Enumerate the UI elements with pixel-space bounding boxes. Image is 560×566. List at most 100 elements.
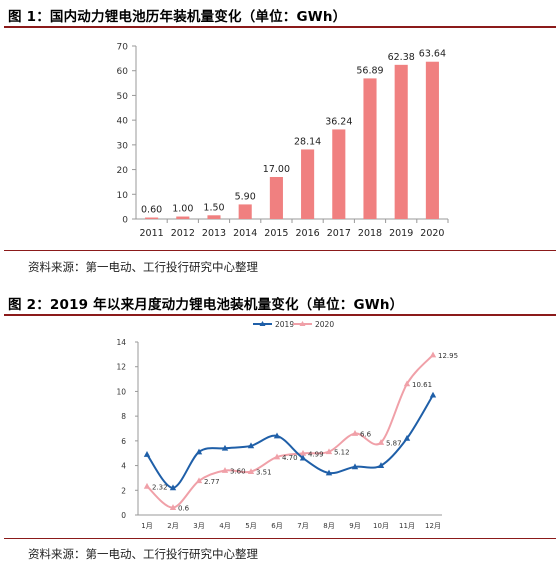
figure-1-source: 资料来源：第一电动、工行投行研究中心整理 [28, 260, 258, 274]
bar-value-label: 62.38 [388, 52, 415, 63]
x-tick-label: 2011 [140, 228, 164, 239]
series-2020-point-11 [403, 380, 411, 387]
series-2019-point-1 [143, 451, 151, 457]
y-tick-label: 70 [117, 43, 129, 53]
series-2020-point-2 [169, 504, 177, 510]
y-tick-label: 2 [121, 486, 126, 495]
series-2020-data-label: 0.6 [178, 505, 190, 513]
series-2020-point-7 [299, 449, 307, 456]
y-tick-label: 50 [117, 92, 129, 102]
x-tick-label: 2015 [264, 228, 288, 239]
bar-2014 [238, 204, 252, 219]
x-tick-label: 2017 [327, 228, 351, 239]
x-tick-label: 1月 [141, 522, 152, 530]
monthly-installed-capacity-line-chart: 2019 2020 0 2 4 6 8 10 12 14 1月 2月 3月 4月 5月 6月 7月 8月 9月 10月… [116, 320, 458, 530]
y-tick-label: 12 [116, 363, 126, 372]
x-tick-label: 2013 [202, 228, 226, 239]
y-tick-label: 8 [121, 412, 126, 421]
series-2020-point-6 [273, 453, 281, 460]
bar-2019 [394, 64, 408, 219]
y-tick-label: 14 [116, 338, 126, 347]
bar-2015 [269, 176, 283, 219]
x-tick-label: 2019 [389, 228, 413, 239]
bar-value-label: 56.89 [356, 65, 383, 76]
series-2020-point-9 [351, 430, 359, 436]
legend-2020-marker [299, 321, 306, 326]
legend-2020-label: 2020 [315, 320, 334, 329]
series-2020-point-1 [143, 482, 151, 489]
series-2019-point-10 [377, 462, 385, 468]
bar-value-label: 36.24 [325, 116, 352, 127]
series-2020-point-5 [247, 468, 255, 475]
bar-value-label: 17.00 [263, 164, 290, 175]
x-tick-label: 2014 [233, 228, 257, 239]
figure-1-title: 图 1：国内动力锂电池历年装机量变化（单位：GWh） [8, 9, 347, 25]
x-tick-label: 10月 [373, 522, 389, 530]
x-tick-label: 2020 [420, 228, 444, 239]
series-2019-point-2 [169, 484, 177, 491]
x-tick-label: 2月 [167, 522, 178, 530]
series-2019-point-9 [351, 463, 359, 470]
series-2020-data-label: 5.87 [386, 439, 402, 447]
figure-2-top-rule [4, 314, 556, 316]
bar-value-label: 5.90 [235, 191, 256, 202]
y-tick-label: 6 [121, 437, 126, 446]
legend: 2019 2020 [253, 320, 334, 329]
series-2020-point-8 [325, 448, 333, 455]
series-2019-point-6 [273, 432, 281, 439]
bar-2016 [301, 149, 315, 219]
x-tick-label: 2016 [296, 228, 320, 239]
series-2020-data-label: 4.99 [308, 450, 324, 458]
series-2020-data-label: 5.12 [334, 449, 350, 457]
series-2020-data-label: 2.32 [152, 483, 168, 491]
figure-2-title: 图 2：2019 年以来月度动力锂电池装机量变化（单位：GWh） [8, 297, 404, 313]
series-2020-point-3 [195, 477, 203, 484]
y-tick-label: 40 [117, 117, 129, 127]
series-2020-point-10 [377, 439, 385, 445]
figure-1-bottom-rule [4, 250, 556, 251]
legend-2019-label: 2019 [275, 320, 294, 329]
bar-value-label: 1.00 [172, 204, 193, 215]
legend-2019-marker [259, 321, 266, 326]
bar-2012 [176, 216, 190, 219]
x-tick-label: 6月 [271, 522, 282, 530]
series-2020-data-label: 2.77 [204, 478, 220, 486]
series-2019-point-11 [403, 434, 411, 441]
bar-value-label: 28.14 [294, 136, 321, 147]
x-tick-label: 12月 [425, 522, 441, 530]
series-2020-point-4 [221, 467, 229, 473]
x-tick-label: 11月 [399, 522, 415, 530]
x-tick-label: 9月 [349, 522, 360, 530]
series-2019-point-7 [299, 454, 307, 461]
bar-2020 [425, 61, 439, 219]
series-2020-data-label: 6.6 [360, 430, 372, 438]
series-2020-line [146, 354, 434, 509]
series-2020-data-label: 3.60 [230, 468, 246, 476]
x-tick-label: 4月 [219, 522, 230, 530]
bar-value-label: 63.64 [419, 49, 446, 60]
series-2019-point-4 [221, 444, 229, 451]
series-2020-data-label: 12.95 [438, 352, 458, 360]
x-tick-label: 8月 [323, 522, 334, 530]
y-tick-label: 60 [117, 67, 129, 77]
annual-installed-capacity-bar-chart: 0 10 20 30 40 50 60 70 2011 0.60 2012 1.00 2013 1.50 2… [117, 43, 449, 239]
bar-value-label: 1.50 [203, 202, 224, 213]
series-2020-data-label: 3.51 [256, 469, 272, 477]
bar-2013 [207, 215, 221, 219]
y-tick-label: 10 [116, 387, 126, 396]
x-tick-label: 2018 [358, 228, 382, 239]
y-tick-label: 4 [121, 462, 126, 471]
series-2019-point-12 [429, 391, 437, 398]
x-tick-label: 5月 [245, 522, 256, 530]
bar-value-label: 0.60 [141, 205, 162, 216]
figure-2-source: 资料来源：第一电动、工行投行研究中心整理 [28, 547, 258, 561]
series-2019-point-8 [325, 469, 333, 476]
y-tick-label: 10 [117, 191, 129, 201]
bar-2018 [363, 78, 377, 220]
series-2019-point-5 [247, 442, 255, 449]
y-tick-label: 30 [117, 141, 129, 151]
series-2020-data-label: 10.61 [412, 381, 432, 389]
series-2020-data-label: 4.70 [282, 454, 298, 462]
series-2020-point-12 [429, 351, 437, 358]
y-tick-label: 0 [121, 511, 126, 520]
